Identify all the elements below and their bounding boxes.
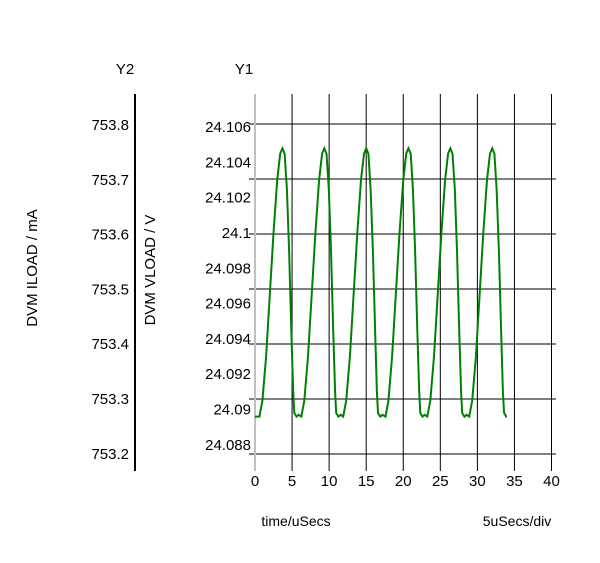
x-scale-note: 5uSecs/div [483,513,551,529]
y2-tick-label: 753.8 [91,117,129,134]
y1-tick-label: 24.106 [205,119,251,136]
y1-tick-label: 24.09 [213,402,251,419]
y1-header: Y1 [235,61,253,78]
y1-tick-labels: 24.106 24.104 24.102 24.1 24.098 24.096 24.094… [205,119,251,454]
x-tick-label: 10 [321,473,338,490]
y1-tick-label: 24.102 [205,190,251,207]
x-tick-label: 5 [288,473,296,490]
y2-header: Y2 [116,61,134,78]
y1-tick-label: 24.096 [205,296,251,313]
y2-tick-label: 753.3 [91,391,129,408]
y2-tick-labels: 753.8 753.7 753.6 753.5 753.4 753.3 753.2 [91,117,129,463]
y1-tick-label: 24.094 [205,331,251,348]
y2-tick-label: 753.5 [91,281,129,298]
y1-tick-label: 24.104 [205,154,251,171]
x-tick-labels: 0 5 10 15 20 25 30 35 40 [251,473,560,490]
series-line-dvm-vload [255,145,508,419]
y1-tick-label: 24.092 [205,366,251,383]
y1-tick-label: 24.1 [222,225,251,242]
x-tick-label: 0 [251,473,259,490]
x-tick-label: 25 [432,473,449,490]
x-tick-label: 15 [358,473,375,490]
y1-axis-label: DVM VLOAD / V [142,215,159,326]
grid [249,94,556,471]
y2-axis-label: DVM ILOAD / mA [24,209,41,327]
y2-tick-label: 753.6 [91,227,129,244]
y1-tick-label: 24.098 [205,260,251,277]
x-axis-label: time/uSecs [261,513,330,529]
x-tick-label: 35 [506,473,523,490]
y1-tick-label: 24.088 [205,437,251,454]
x-tick-label: 20 [395,473,412,490]
y2-tick-label: 753.2 [91,446,129,463]
y2-tick-label: 753.4 [91,336,129,353]
x-tick-label: 40 [543,473,560,490]
y2-tick-label: 753.7 [91,172,129,189]
x-tick-label: 30 [469,473,486,490]
